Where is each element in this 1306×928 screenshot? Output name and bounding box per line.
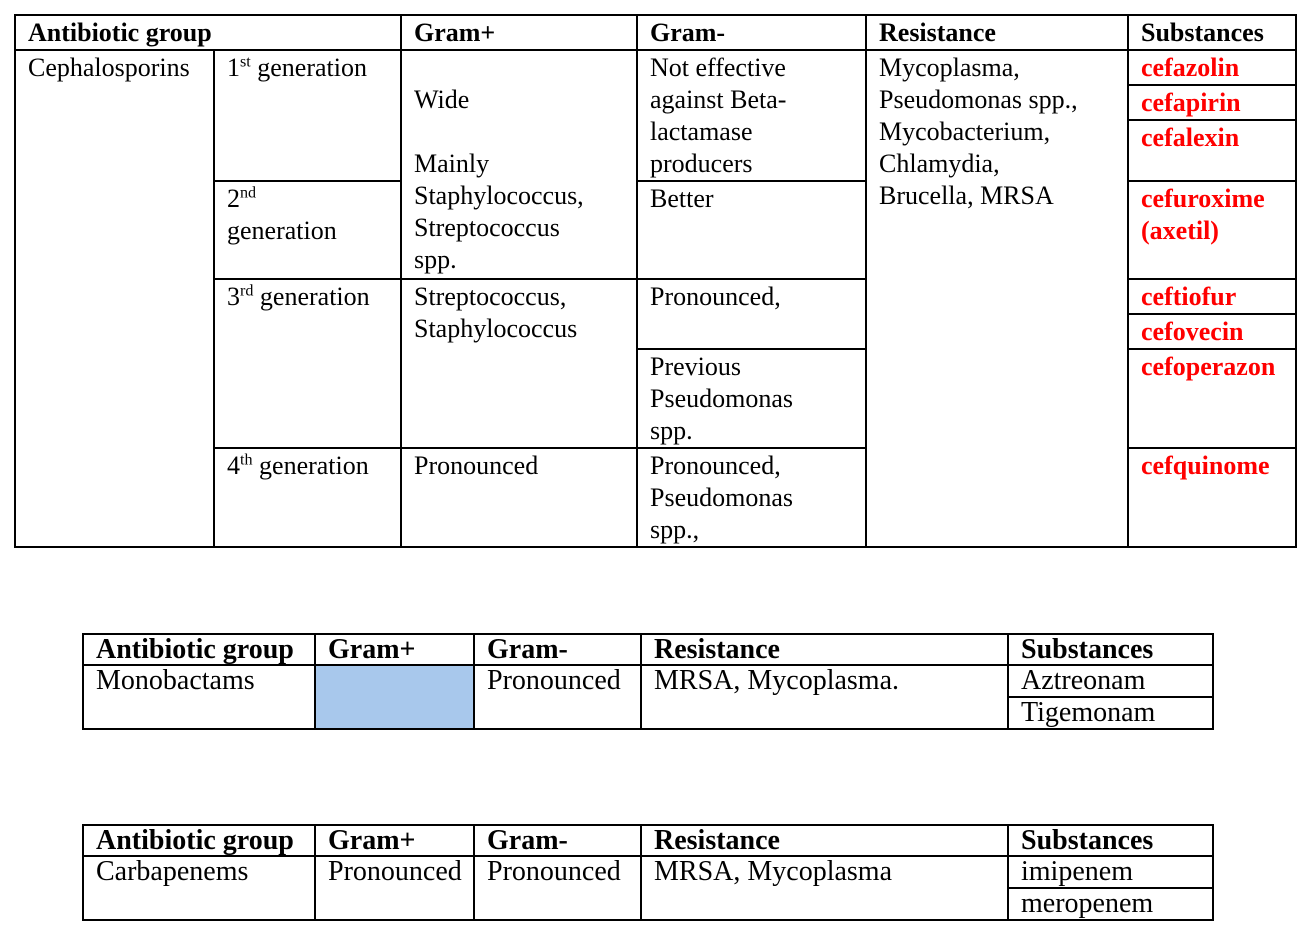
t3-header-row: Antibiotic group Gram+ Gram- Resistance …: [82, 824, 1214, 857]
t1-resistance-cell: Mycoplasma, Pseudomonas spp., Mycobacter…: [865, 49, 1129, 548]
t1-generation-4-cell: 4th generation: [213, 447, 402, 548]
t2-substance-aztreonam: Aztreonam: [1007, 664, 1214, 698]
t2-group-name-cell: Monobactams: [82, 664, 316, 730]
t1-substance-cefuroxime: cefuroxime (axetil): [1127, 180, 1297, 280]
generation-number: 1: [227, 53, 240, 82]
t1-substance-cefoperazon: cefoperazon: [1127, 348, 1297, 449]
table-row: 2nd generation Better cefuroxime (axetil…: [15, 180, 1297, 280]
t2-header-resistance: Resistance: [640, 633, 1009, 666]
t1-substance-cefalexin: cefalexin: [1127, 119, 1297, 182]
table-row: Carbapenems Pronounced Pronounced MRSA, …: [82, 855, 1214, 921]
generation-ordinal-suffix: rd: [240, 282, 254, 300]
t2-gram-plus-highlight-cell: [314, 664, 475, 730]
t1-header-gram-minus: Gram-: [636, 14, 867, 51]
t3-header-gram-plus: Gram+: [314, 824, 475, 857]
monobactams-table: Antibiotic group Gram+ Gram- Resistance …: [82, 633, 1214, 730]
table-row: 3rd generation Streptococcus, Staphyloco…: [15, 278, 1297, 449]
t1-generation-1-cell: 1st generation: [213, 49, 402, 182]
table-row: Previous Pseudomonas spp. cefoperazon: [15, 348, 1297, 449]
t3-header-substances: Substances: [1007, 824, 1214, 857]
table-row: cefovecin: [15, 313, 1297, 350]
t2-resistance-cell: MRSA, Mycoplasma.: [640, 664, 1009, 730]
t1-substance-ceftiofur: ceftiofur: [1127, 278, 1297, 315]
t1-header-row: Antibiotic group Gram+ Gram- Resistance …: [14, 14, 1297, 51]
t2-header-gram-plus: Gram+: [314, 633, 475, 666]
carbapenems-table: Antibiotic group Gram+ Gram- Resistance …: [82, 824, 1214, 921]
t3-header-resistance: Resistance: [640, 824, 1009, 857]
generation-label: generation: [227, 216, 337, 245]
generation-label: generation: [253, 282, 370, 311]
generation-ordinal-suffix: nd: [240, 184, 257, 202]
table-row: cefalexin: [15, 119, 1297, 182]
t3-header-antibiotic-group: Antibiotic group: [82, 824, 316, 857]
generation-label: generation: [252, 451, 369, 480]
t2-header-gram-minus: Gram-: [473, 633, 642, 666]
t1-gram-plus-gen12-cell: Wide Mainly Staphylococcus, Streptococcu…: [400, 49, 638, 280]
t2-header-row: Antibiotic group Gram+ Gram- Resistance …: [82, 633, 1214, 666]
t2-substance-tigemonam: Tigemonam: [1007, 696, 1214, 730]
table-row: 4th generation Pronounced Pronounced, Ps…: [15, 447, 1297, 548]
table-row: cefapirin: [15, 84, 1297, 121]
t1-gram-minus-gen3b-cell: Previous Pseudomonas spp.: [636, 348, 867, 449]
t1-substance-cefquinome: cefquinome: [1127, 447, 1297, 548]
generation-number: 2: [227, 184, 240, 213]
table-row: Tigemonam: [83, 696, 1214, 730]
t1-header-gram-plus: Gram+: [400, 14, 638, 51]
t2-header-antibiotic-group: Antibiotic group: [82, 633, 316, 666]
t3-header-gram-minus: Gram-: [473, 824, 642, 857]
t1-gram-minus-gen3a-cell: Pronounced,: [636, 278, 867, 350]
generation-ordinal-suffix: st: [240, 53, 251, 71]
t1-substance-cefazolin: cefazolin: [1127, 49, 1297, 86]
t1-gram-plus-gen4-cell: Pronounced: [400, 447, 638, 548]
t1-generation-2-cell: 2nd generation: [213, 180, 402, 280]
t3-group-name-cell: Carbapenems: [82, 855, 316, 921]
t1-header-resistance: Resistance: [865, 14, 1129, 51]
table-row: meropenem: [83, 887, 1214, 921]
generation-label: generation: [250, 53, 367, 82]
t3-resistance-cell: MRSA, Mycoplasma: [640, 855, 1009, 921]
t1-gram-minus-gen2-cell: Better: [636, 180, 867, 280]
t2-header-substances: Substances: [1007, 633, 1214, 666]
t1-gram-plus-gen3-cell: Streptococcus, Staphylococcus: [400, 278, 638, 449]
generation-ordinal-suffix: th: [240, 451, 253, 469]
t1-gram-minus-gen1-cell: Not effective against Beta- lactamase pr…: [636, 49, 867, 182]
t1-group-name-cell: Cephalosporins: [14, 49, 215, 548]
table-row: Monobactams Pronounced MRSA, Mycoplasma.…: [82, 664, 1214, 730]
t1-header-substances: Substances: [1127, 14, 1297, 51]
t1-gram-minus-gen4-cell: Pronounced, Pseudomonas spp.,: [636, 447, 867, 548]
t3-gram-plus-cell: Pronounced: [314, 855, 475, 921]
t2-gram-minus-cell: Pronounced: [473, 664, 642, 730]
t1-header-antibiotic-group: Antibiotic group: [14, 14, 402, 51]
table-row: Cephalosporins 1st generation Wide Mainl…: [14, 49, 1297, 548]
t3-substance-imipenem: imipenem: [1007, 855, 1214, 889]
t1-generation-3-cell: 3rd generation: [213, 278, 402, 449]
t3-gram-minus-cell: Pronounced: [473, 855, 642, 921]
generation-number: 3: [227, 282, 240, 311]
t1-substance-cefovecin: cefovecin: [1127, 313, 1297, 350]
t3-substance-meropenem: meropenem: [1007, 887, 1214, 921]
cephalosporins-table: Antibiotic group Gram+ Gram- Resistance …: [14, 14, 1297, 548]
generation-number: 4: [227, 451, 240, 480]
t1-substance-cefapirin: cefapirin: [1127, 84, 1297, 121]
